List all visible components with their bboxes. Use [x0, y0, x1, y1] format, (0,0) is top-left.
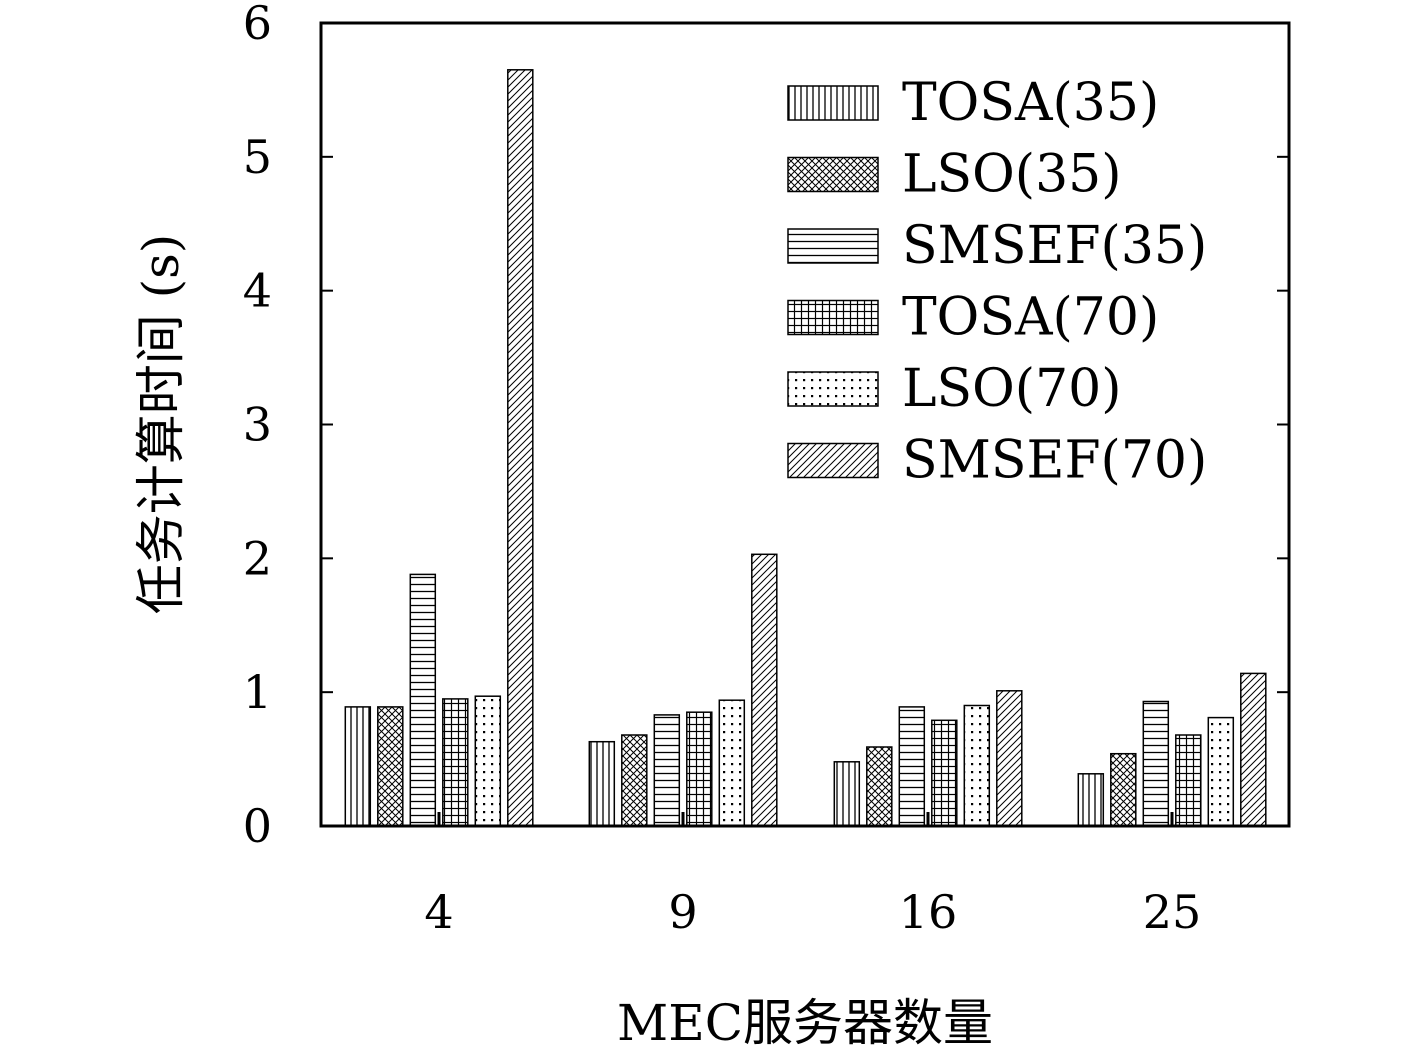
y-tick-label: 4	[243, 264, 272, 318]
bar-tosa-70--4	[442, 698, 469, 827]
bar-tosa-35--25	[1077, 773, 1105, 827]
bar-smsef-35--9	[653, 714, 681, 827]
legend-label: TOSA(70)	[902, 288, 1159, 348]
bar-smsef-35--4	[409, 573, 437, 827]
legend-swatch	[787, 85, 879, 121]
legend-label: LSO(70)	[902, 359, 1122, 419]
y-tick-label: 3	[243, 398, 272, 452]
y-axis-title: 任务计算时间 (s)	[132, 234, 190, 615]
bar-tosa-70--16	[931, 719, 958, 827]
bar-smsef-35--16	[898, 706, 926, 827]
bar-tosa-70--25	[1175, 734, 1202, 827]
legend-swatch	[787, 371, 879, 407]
bar-smsef-70--25	[1240, 672, 1267, 827]
bar-lso-70--4	[474, 695, 502, 827]
legend-swatch	[787, 228, 879, 264]
x-tick-label: 9	[668, 885, 697, 939]
bar-smsef-70--9	[751, 553, 778, 827]
legend-swatch	[787, 442, 879, 479]
legend-label: SMSEF(70)	[902, 431, 1207, 491]
y-tick-label: 1	[243, 665, 272, 719]
y-tick-label: 5	[243, 130, 272, 184]
legend: TOSA(35) LSO(35) SMSEF(35) TOSA(70) LSO(70) S…	[787, 73, 1207, 491]
legend-label: LSO(35)	[902, 145, 1122, 205]
plot-frame	[319, 21, 1291, 828]
bar-lso-70--25	[1207, 716, 1235, 827]
bar-smsef-70--4	[507, 69, 534, 827]
bar-lso-35--9	[621, 734, 648, 827]
bar-tosa-35--9	[588, 740, 616, 827]
x-tick-label: 25	[1143, 885, 1202, 939]
y-axis: 0 1 2 3 4 5 6	[243, 0, 1289, 853]
legend-swatch	[787, 156, 879, 193]
bar-lso-35--4	[377, 706, 404, 827]
y-tick-label: 2	[243, 531, 272, 585]
x-tick-label: 4	[424, 885, 453, 939]
x-axis: 4 9 16 25	[424, 812, 1201, 939]
legend-swatch	[787, 299, 879, 336]
bar-tosa-35--16	[833, 761, 861, 827]
bar-smsef-70--16	[996, 690, 1023, 827]
bar-tosa-35--4	[344, 706, 372, 827]
legend-label: SMSEF(35)	[902, 216, 1207, 276]
bar-lso-35--25	[1110, 752, 1137, 827]
bar-lso-70--9	[718, 699, 746, 827]
bar-smsef-35--25	[1142, 700, 1170, 827]
legend-label: TOSA(35)	[902, 73, 1159, 133]
bar-lso-70--16	[963, 704, 991, 827]
bar-tosa-70--9	[686, 711, 713, 827]
bar-lso-35--16	[866, 746, 893, 827]
bars-layer	[344, 69, 1267, 827]
y-tick-label: 0	[243, 799, 272, 853]
x-axis-title: MEC服务器数量	[617, 994, 993, 1051]
y-tick-label: 6	[243, 0, 272, 50]
x-tick-label: 16	[899, 885, 958, 939]
